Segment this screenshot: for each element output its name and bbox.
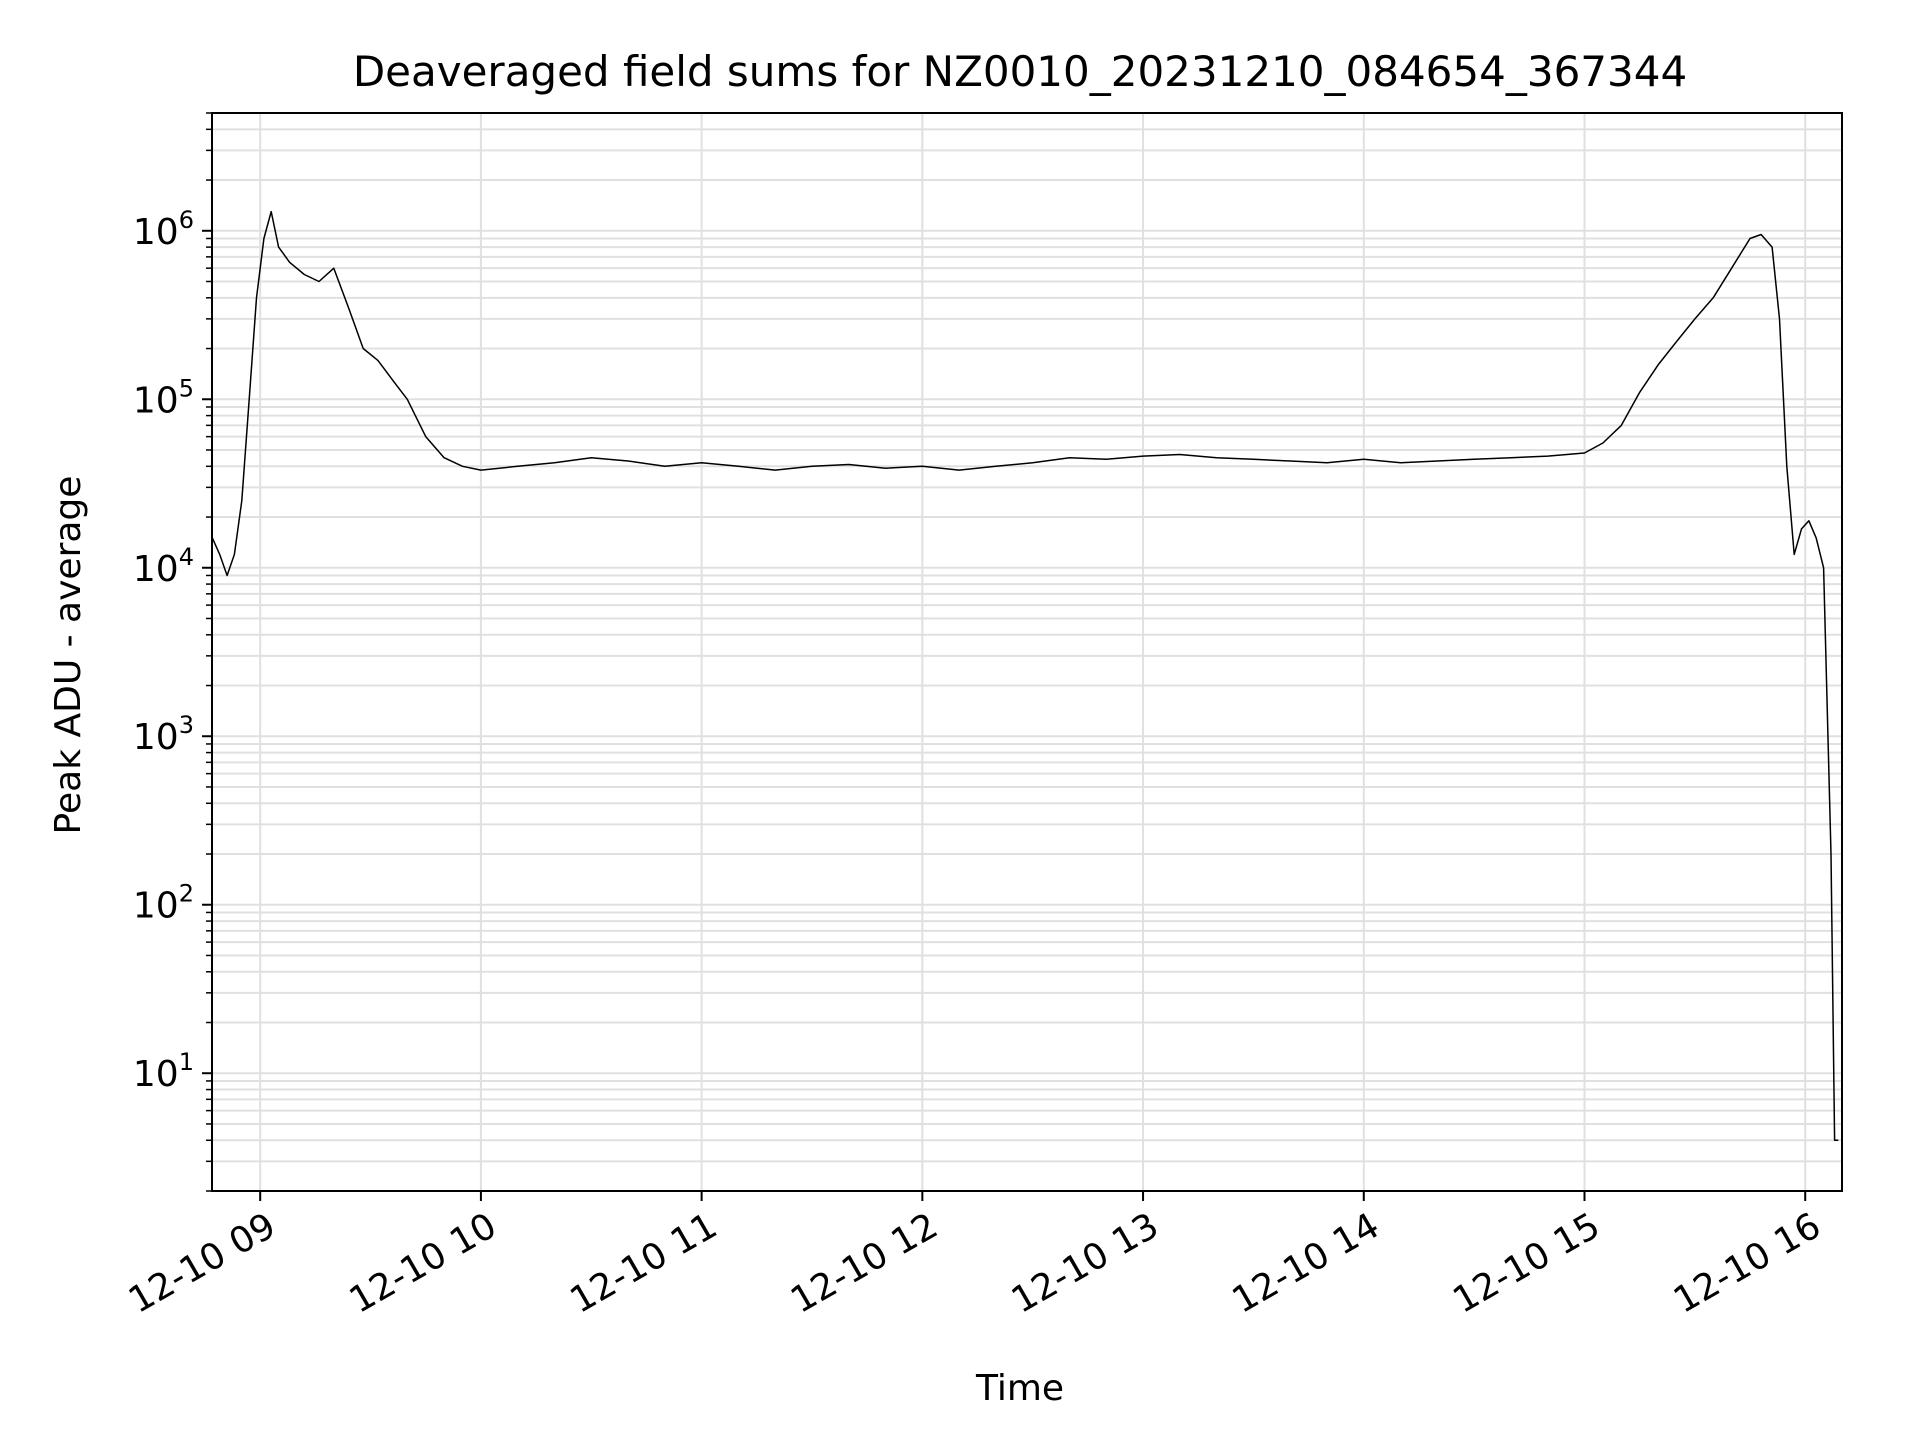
x-tick-label: 12-10 15 (1446, 1205, 1607, 1321)
x-tick-label: 12-10 09 (122, 1205, 283, 1321)
chart-title: Deaveraged field sums for NZ0010_2023121… (353, 47, 1687, 96)
y-tick-label: 101 (133, 1048, 194, 1095)
plot-frame (211, 112, 1843, 1192)
x-tick-label: 12-10 11 (563, 1205, 724, 1321)
x-tick-label: 12-10 12 (784, 1205, 945, 1321)
y-tick-label: 106 (133, 206, 194, 253)
data-layer (211, 210, 1839, 1142)
y-tick-label: 103 (133, 711, 194, 758)
x-axis-label: Time (975, 1368, 1064, 1409)
series-line-0 (211, 210, 1839, 1142)
x-tick-label: 12-10 16 (1667, 1205, 1828, 1321)
grid (212, 112, 1842, 1192)
y-tick-label: 104 (133, 543, 194, 590)
x-tick-label: 12-10 13 (1005, 1205, 1166, 1321)
y-tick-label: 102 (133, 880, 194, 927)
x-tick-label: 12-10 14 (1226, 1205, 1387, 1321)
y-tick-label: 105 (133, 374, 194, 421)
y-axis-label: Peak ADU - average (48, 476, 89, 835)
x-tick-label: 12-10 10 (343, 1205, 504, 1321)
